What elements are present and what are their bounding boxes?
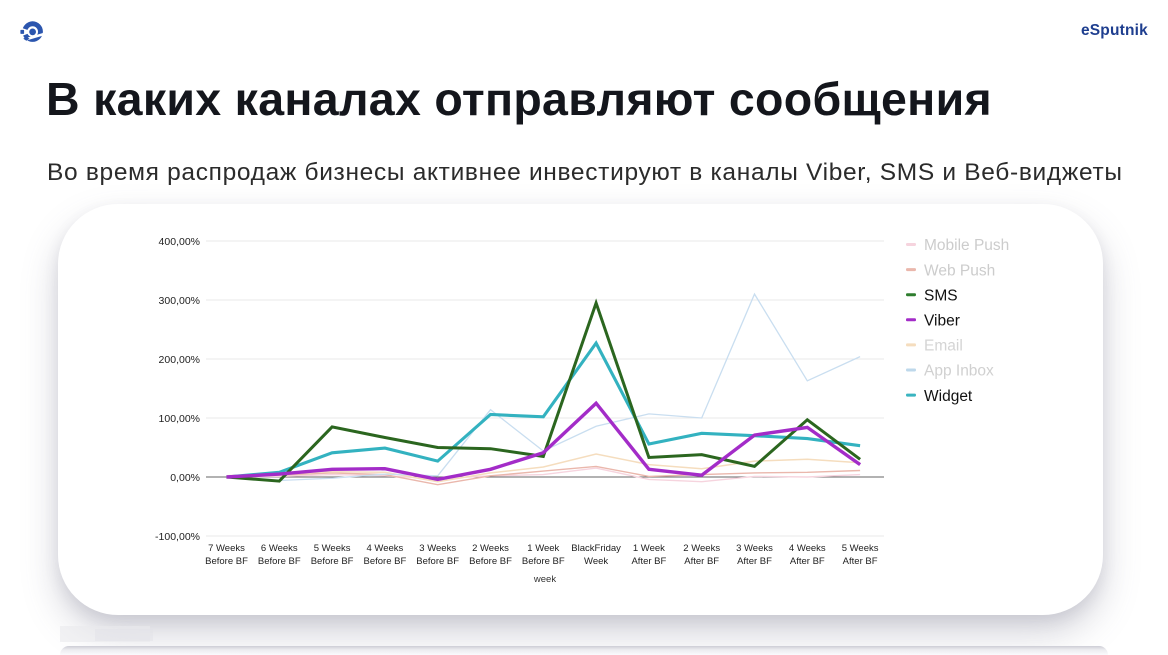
svg-text:SMS: SMS xyxy=(924,287,958,304)
svg-text:BlackFriday: BlackFriday xyxy=(571,543,621,554)
svg-text:5 Weeks: 5 Weeks xyxy=(314,543,351,554)
svg-text:400,00%: 400,00% xyxy=(159,236,200,248)
svg-text:2 Weeks: 2 Weeks xyxy=(683,543,720,554)
svg-text:0,00%: 0,00% xyxy=(170,472,200,484)
svg-text:Before BF: Before BF xyxy=(364,556,407,567)
svg-text:After BF: After BF xyxy=(631,556,666,567)
svg-text:Viber: Viber xyxy=(924,313,960,330)
svg-text:Before BF: Before BF xyxy=(311,556,354,567)
svg-text:1 Week: 1 Week xyxy=(527,543,559,554)
svg-text:Before BF: Before BF xyxy=(205,556,248,567)
svg-text:2 Weeks: 2 Weeks xyxy=(472,543,509,554)
svg-text:-100,00%: -100,00% xyxy=(155,531,200,543)
svg-text:After BF: After BF xyxy=(737,556,772,567)
svg-text:3 Weeks: 3 Weeks xyxy=(736,543,773,554)
svg-text:Before BF: Before BF xyxy=(522,556,565,567)
svg-text:7 Weeks: 7 Weeks xyxy=(208,543,245,554)
svg-text:Widget: Widget xyxy=(924,388,973,405)
svg-text:100,00%: 100,00% xyxy=(159,413,200,425)
svg-text:App Inbox: App Inbox xyxy=(924,363,994,380)
svg-text:4 Weeks: 4 Weeks xyxy=(789,543,826,554)
svg-text:200,00%: 200,00% xyxy=(159,354,200,366)
svg-text:After BF: After BF xyxy=(790,556,825,567)
svg-text:Web Push: Web Push xyxy=(924,262,995,279)
svg-text:week: week xyxy=(533,574,556,585)
svg-text:300,00%: 300,00% xyxy=(159,295,200,307)
svg-text:3 Weeks: 3 Weeks xyxy=(419,543,456,554)
svg-text:Before BF: Before BF xyxy=(469,556,512,567)
svg-text:After BF: After BF xyxy=(843,556,878,567)
svg-text:After BF: After BF xyxy=(684,556,719,567)
svg-text:Mobile Push: Mobile Push xyxy=(924,237,1009,254)
svg-text:Before BF: Before BF xyxy=(416,556,459,567)
svg-text:Email: Email xyxy=(924,338,963,355)
svg-text:1 Week: 1 Week xyxy=(633,543,665,554)
svg-text:Week: Week xyxy=(584,556,608,567)
svg-text:Before BF: Before BF xyxy=(258,556,301,567)
svg-text:4 Weeks: 4 Weeks xyxy=(367,543,404,554)
svg-text:6 Weeks: 6 Weeks xyxy=(261,543,298,554)
svg-text:5 Weeks: 5 Weeks xyxy=(842,543,879,554)
